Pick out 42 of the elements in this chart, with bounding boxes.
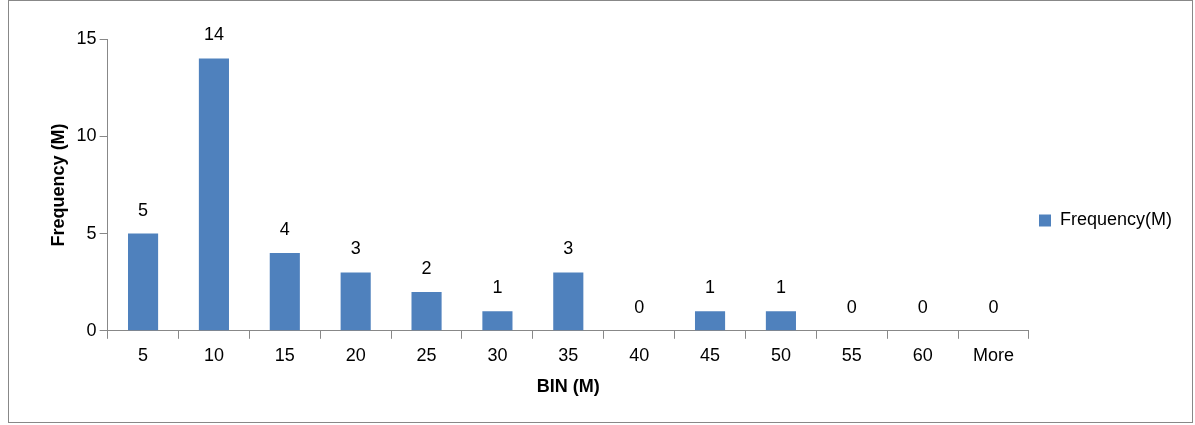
bar xyxy=(553,272,584,331)
data-label: 5 xyxy=(138,199,149,220)
x-tick-label: More xyxy=(973,344,1015,365)
data-label: 0 xyxy=(846,296,857,317)
x-tick-label: 20 xyxy=(345,344,366,365)
x-tick-label: 25 xyxy=(416,344,437,365)
y-tick-label: 5 xyxy=(86,222,97,243)
x-tick-label: 5 xyxy=(138,344,149,365)
x-tick-label: 55 xyxy=(841,344,862,365)
x-tick-label: 15 xyxy=(274,344,295,365)
y-tick-label: 10 xyxy=(76,125,97,146)
data-label: 2 xyxy=(421,257,432,278)
bar xyxy=(765,311,796,331)
legend-label: Frequency(M) xyxy=(1059,209,1173,230)
x-tick-label: 60 xyxy=(912,344,933,365)
data-label: 1 xyxy=(775,277,786,298)
data-label: 1 xyxy=(492,277,503,298)
data-label: 0 xyxy=(917,296,928,317)
y-axis-title: Frequency (M) xyxy=(47,123,68,247)
bar xyxy=(411,291,442,331)
data-label: 1 xyxy=(705,277,716,298)
x-tick-label: 40 xyxy=(629,344,650,365)
y-tick-label: 15 xyxy=(76,27,97,48)
bar xyxy=(482,311,513,331)
x-tick-label: 10 xyxy=(203,344,224,365)
data-label: 4 xyxy=(279,218,290,239)
bar xyxy=(694,311,726,331)
bar xyxy=(128,233,159,331)
bar xyxy=(198,58,229,331)
y-tick-label: 0 xyxy=(86,319,97,340)
data-label: 3 xyxy=(563,238,574,259)
data-label: 0 xyxy=(634,296,645,317)
data-label: 0 xyxy=(988,296,999,317)
bar xyxy=(269,252,300,331)
x-tick-label: 50 xyxy=(770,344,791,365)
x-tick-label: 45 xyxy=(700,344,721,365)
x-axis-title: BIN (M) xyxy=(536,376,600,397)
data-label: 3 xyxy=(350,238,361,259)
bar xyxy=(340,272,371,331)
data-label: 14 xyxy=(203,24,224,45)
x-tick-label: 30 xyxy=(487,344,508,365)
x-tick-label: 35 xyxy=(558,344,579,365)
